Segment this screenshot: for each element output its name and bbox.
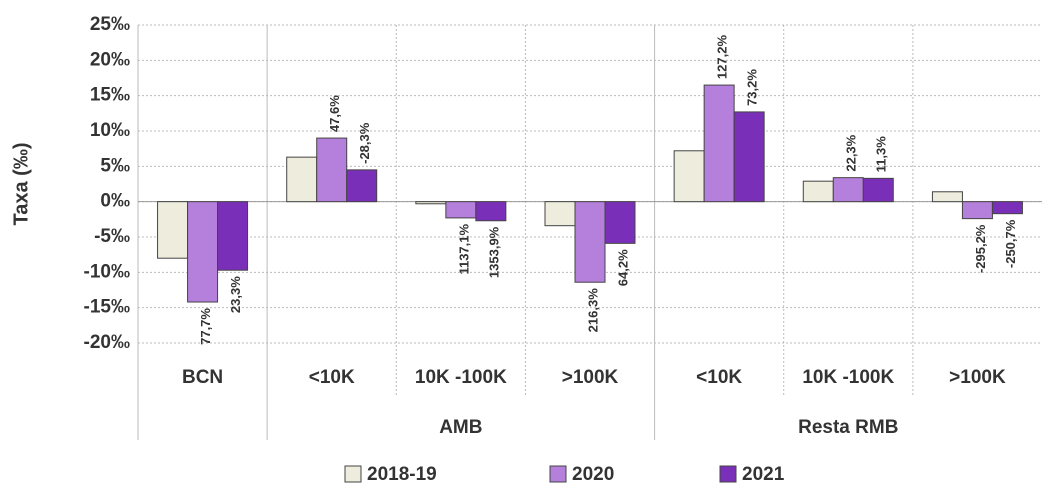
- x-tick-label: >100K: [562, 367, 619, 388]
- x-tick-label: 10K -100K: [802, 367, 894, 388]
- bar: [415, 201, 447, 205]
- bar: [574, 201, 606, 283]
- group-label: Resta RMB: [798, 417, 898, 438]
- bar: [286, 156, 318, 203]
- data-annotation: -250,7%: [1003, 219, 1018, 268]
- bar: [445, 201, 477, 219]
- bar: [862, 177, 894, 203]
- legend-label: 2020: [572, 464, 614, 485]
- group-label: AMB: [439, 417, 482, 438]
- legend-swatch: [719, 465, 737, 483]
- bar: [157, 201, 189, 259]
- bar: [961, 201, 993, 220]
- y-tick-label: 15‰: [90, 85, 130, 106]
- x-tick-label: BCN: [182, 367, 223, 388]
- x-tick-label: <10K: [696, 367, 742, 388]
- y-tick-label: -10‰: [84, 261, 130, 282]
- bar: [604, 201, 636, 244]
- y-tick-label: 5‰: [100, 155, 130, 176]
- data-annotation: 73,2%: [745, 69, 760, 106]
- data-annotation: -295,2%: [973, 224, 988, 273]
- y-tick-label: 20‰: [90, 49, 130, 70]
- legend-swatch: [344, 465, 362, 483]
- bar: [475, 201, 507, 222]
- legend-label: 2018-19: [367, 464, 437, 485]
- bar: [217, 201, 249, 271]
- bar: [931, 191, 963, 203]
- data-annotation: 1137,1%: [456, 223, 471, 274]
- bar: [346, 169, 378, 203]
- data-annotation: -28,3%: [357, 122, 372, 164]
- bar: [544, 201, 576, 227]
- x-tick-label: <10K: [309, 367, 355, 388]
- bar: [187, 201, 219, 303]
- data-annotation: 11,3%: [874, 136, 889, 173]
- y-axis-title: Taxa (‰): [10, 143, 32, 226]
- legend-swatch: [549, 465, 567, 483]
- data-annotation: 1353,9%: [486, 226, 501, 278]
- x-tick-label: 10K -100K: [415, 367, 507, 388]
- bar: [832, 177, 864, 203]
- bar: [673, 150, 705, 203]
- y-tick-label: 25‰: [90, 14, 130, 35]
- data-annotation: 77,7%: [198, 308, 213, 345]
- data-annotation: 22,3%: [844, 134, 859, 171]
- y-tick-label: 10‰: [90, 120, 130, 141]
- data-annotation: 127,2%: [715, 35, 730, 80]
- data-annotation: 64,2%: [615, 249, 630, 286]
- y-tick-label: -15‰: [84, 297, 130, 318]
- bar: [703, 84, 735, 203]
- y-tick-label: -20‰: [84, 332, 130, 353]
- bar: [802, 180, 834, 203]
- bar: [991, 201, 1023, 215]
- y-tick-label: 0‰: [100, 191, 130, 212]
- y-tick-label: -5‰: [94, 226, 130, 247]
- data-annotation: 216,3%: [585, 288, 600, 333]
- bar: [733, 111, 765, 203]
- x-tick-label: >100K: [949, 367, 1006, 388]
- data-annotation: 23,3%: [228, 276, 243, 313]
- bar: [316, 137, 348, 203]
- legend-label: 2021: [742, 464, 785, 485]
- data-annotation: 47,6%: [327, 95, 342, 132]
